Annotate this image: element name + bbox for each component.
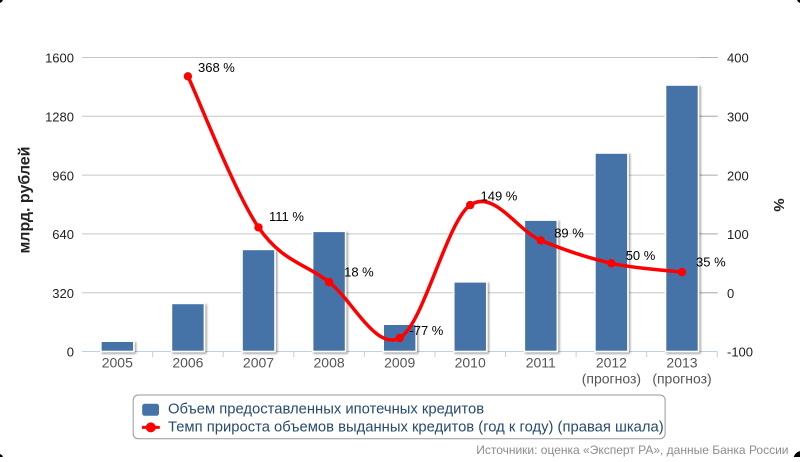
svg-text:300: 300 xyxy=(727,110,749,125)
svg-text:2006: 2006 xyxy=(172,355,203,371)
svg-text:2007: 2007 xyxy=(243,355,274,371)
svg-text:%: % xyxy=(770,198,787,211)
svg-text:млрд. рублей: млрд. рублей xyxy=(17,146,34,253)
svg-text:640: 640 xyxy=(52,227,74,242)
svg-text:2008: 2008 xyxy=(314,355,345,371)
svg-text:100: 100 xyxy=(727,227,749,242)
svg-text:320: 320 xyxy=(52,286,74,301)
svg-text:2010: 2010 xyxy=(455,355,486,371)
svg-text:2011: 2011 xyxy=(526,355,556,371)
svg-text:111 %: 111 % xyxy=(269,209,304,224)
svg-text:50 %: 50 % xyxy=(626,248,656,263)
svg-text:(прогноз): (прогноз) xyxy=(582,371,641,387)
svg-text:368 %: 368 % xyxy=(198,60,235,75)
svg-text:400: 400 xyxy=(727,51,749,66)
svg-text:18 %: 18 % xyxy=(344,264,374,279)
svg-text:1600: 1600 xyxy=(45,51,74,66)
svg-text:-100: -100 xyxy=(727,345,753,360)
svg-text:2005: 2005 xyxy=(102,355,133,371)
svg-text:Темп прироста объемов выданных: Темп прироста объемов выданных кредитов … xyxy=(168,420,664,436)
svg-text:-77 %: -77 % xyxy=(409,323,443,338)
svg-text:2012: 2012 xyxy=(596,355,627,371)
svg-text:960: 960 xyxy=(52,168,74,183)
svg-text:149 %: 149 % xyxy=(481,189,518,204)
svg-text:89 %: 89 % xyxy=(554,226,584,241)
svg-text:200: 200 xyxy=(727,168,749,183)
svg-text:2013: 2013 xyxy=(666,355,697,371)
svg-text:2009: 2009 xyxy=(384,355,415,371)
svg-text:35 %: 35 % xyxy=(696,254,726,269)
svg-text:1280: 1280 xyxy=(45,110,74,125)
svg-text:0: 0 xyxy=(727,286,734,301)
svg-text:(прогноз): (прогноз) xyxy=(652,371,711,387)
svg-text:Объем предоставленных ипотечны: Объем предоставленных ипотечных кредитов xyxy=(168,401,484,417)
svg-text:Источники: оценка «Эксперт РА»: Источники: оценка «Эксперт РА», данные Б… xyxy=(476,443,788,457)
svg-text:0: 0 xyxy=(67,345,74,360)
